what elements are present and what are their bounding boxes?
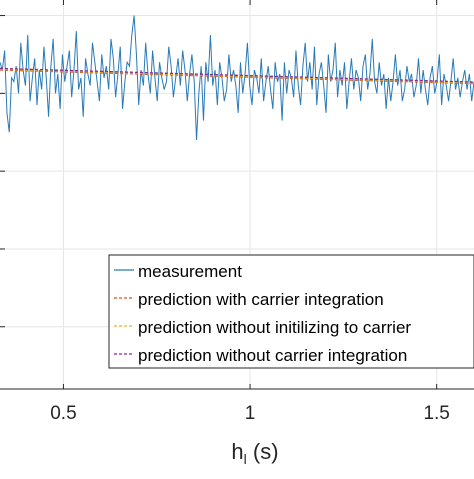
series-line-1 xyxy=(0,69,474,85)
x-axis-label: hl (s) xyxy=(231,439,278,467)
legend-entry-prediction-without-carrier: prediction without carrier integration xyxy=(114,346,407,365)
legend-label-prediction-without-initilizing: prediction without initilizing to carrie… xyxy=(138,318,411,337)
legend-label-prediction-without-carrier: prediction without carrier integration xyxy=(138,346,407,365)
legend-entry-measurement: measurement xyxy=(114,262,242,281)
axes xyxy=(0,0,474,390)
series-line-0 xyxy=(0,15,474,141)
series-line-3 xyxy=(0,67,474,83)
series-layer xyxy=(0,15,474,141)
x-tick-label: 1 xyxy=(245,403,256,424)
legend-label-prediction-with-carrier: prediction with carrier integration xyxy=(138,290,384,309)
x-axis-label-subscript: l xyxy=(244,451,247,467)
x-axis-label-unit: (s) xyxy=(247,439,279,464)
x-tick-label: 0.5 xyxy=(50,403,76,424)
series-line-2 xyxy=(0,68,474,84)
tick-labels: 0.5 1 1.5 xyxy=(50,403,450,424)
legend-label-measurement: measurement xyxy=(138,262,242,281)
legend-entry-prediction-with-carrier: prediction with carrier integration xyxy=(114,290,384,309)
x-tick-label: 1.5 xyxy=(423,403,449,424)
legend-box xyxy=(108,254,474,369)
legend-entry-prediction-without-initilizing: prediction without initilizing to carrie… xyxy=(114,318,411,337)
x-axis-label-main: h xyxy=(231,439,243,464)
legend: measurement prediction with carrier inte… xyxy=(108,254,474,369)
